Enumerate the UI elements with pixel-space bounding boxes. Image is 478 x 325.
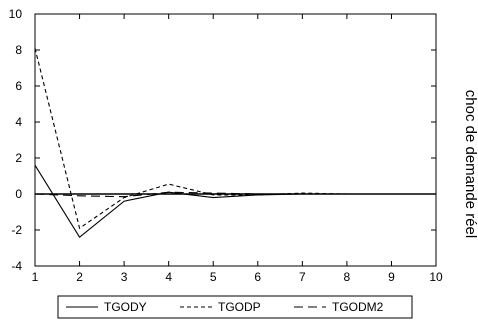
x-tick-label: 4 <box>165 270 172 284</box>
legend-label-tgodp: TGODP <box>218 300 261 314</box>
legend-label-tgody: TGODY <box>104 300 147 314</box>
side-label: choc de demande réel <box>462 90 478 238</box>
series-line-tgody <box>34 164 436 239</box>
x-tick-label: 2 <box>76 270 83 284</box>
x-tick-label: 1 <box>32 270 39 284</box>
y-tick-label: 10 <box>9 7 23 21</box>
x-tick-label: 5 <box>210 270 217 284</box>
series-line-tgodp <box>34 48 436 230</box>
y-tick-label: -4 <box>11 259 22 273</box>
x-tick-label: 7 <box>299 270 306 284</box>
y-tick-label: -2 <box>11 223 22 237</box>
series-lines <box>34 48 436 239</box>
x-tick-label: 9 <box>388 270 395 284</box>
x-tick-label: 6 <box>254 270 261 284</box>
legend-label-tgodm2: TGODM2 <box>332 300 384 314</box>
y-tick-label: 4 <box>15 115 22 129</box>
legend: TGODY TGODP TGODM2 <box>57 295 413 319</box>
series-line-tgodm2 <box>34 191 436 198</box>
y-tick-label: 0 <box>15 187 22 201</box>
x-tick-label: 3 <box>121 270 128 284</box>
x-tick-label: 10 <box>429 270 443 284</box>
y-tick-label: 6 <box>15 79 22 93</box>
plot-frame <box>34 13 437 267</box>
x-tick-label: 8 <box>344 270 351 284</box>
legend-box <box>57 295 413 319</box>
y-tick-label: 2 <box>15 151 22 165</box>
y-tick-label: 8 <box>15 43 22 57</box>
